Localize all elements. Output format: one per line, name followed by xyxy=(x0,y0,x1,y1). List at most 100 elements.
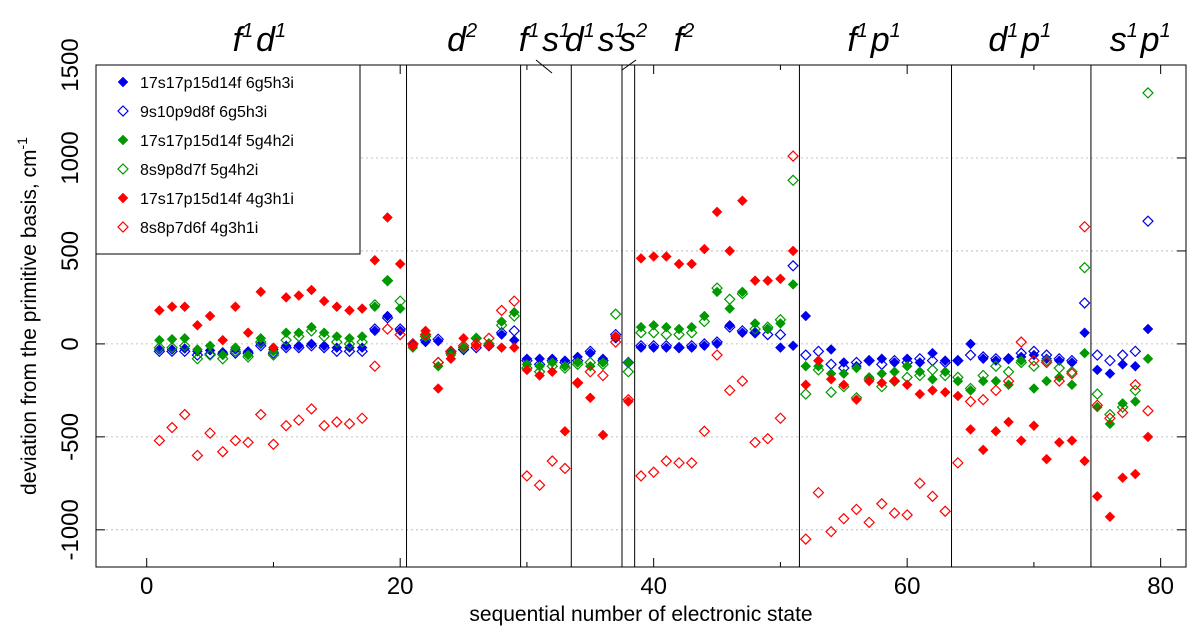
data-point xyxy=(318,330,330,343)
data-point xyxy=(330,345,343,358)
data-point xyxy=(875,497,888,510)
data-point xyxy=(939,505,952,518)
data-point xyxy=(381,323,394,335)
data-point xyxy=(609,308,622,320)
data-point xyxy=(230,342,241,353)
data-point xyxy=(913,369,926,382)
data-point xyxy=(597,429,609,441)
data-point xyxy=(775,273,786,285)
data-point xyxy=(939,386,951,398)
data-point xyxy=(584,365,597,378)
x-tick-label: 0 xyxy=(140,573,153,600)
data-point xyxy=(1117,358,1128,370)
data-point xyxy=(926,364,939,376)
data-point xyxy=(306,338,317,350)
data-point xyxy=(927,373,938,385)
data-point xyxy=(888,354,901,367)
data-point xyxy=(812,364,825,376)
data-point xyxy=(622,396,634,407)
data-point xyxy=(711,336,723,348)
data-point xyxy=(382,212,393,223)
data-point xyxy=(673,328,685,341)
data-point xyxy=(368,298,381,311)
data-point xyxy=(724,303,736,314)
region-label-letter: d xyxy=(988,21,1008,59)
data-point xyxy=(356,412,369,425)
data-point xyxy=(761,321,774,334)
data-point xyxy=(1129,378,1142,391)
data-point xyxy=(280,327,292,339)
data-point xyxy=(863,375,875,387)
data-point xyxy=(660,455,673,467)
data-point xyxy=(787,150,799,162)
data-point xyxy=(1040,356,1053,369)
data-point xyxy=(267,438,280,451)
region-label-spacer xyxy=(901,21,904,59)
data-point xyxy=(990,384,1002,397)
region-label-superscript: 2 xyxy=(682,20,694,42)
data-point xyxy=(901,360,913,372)
data-point xyxy=(483,340,495,352)
data-point xyxy=(394,303,406,314)
y-tick-label: -1000 xyxy=(57,499,84,560)
data-point xyxy=(229,345,242,358)
data-point xyxy=(369,254,381,266)
data-point xyxy=(1066,435,1078,446)
y-axis-title-group: deviation from the primitive basis, cm-1 xyxy=(14,137,41,495)
data-point xyxy=(1104,408,1116,421)
data-point xyxy=(166,421,178,434)
data-point xyxy=(762,275,774,287)
data-point xyxy=(1053,372,1065,383)
data-point xyxy=(685,326,698,339)
region-label-spacer xyxy=(694,21,697,59)
data-point xyxy=(761,432,774,445)
data-point xyxy=(229,347,242,360)
data-point xyxy=(356,336,369,348)
data-point xyxy=(977,353,989,365)
data-point xyxy=(724,319,736,331)
data-point xyxy=(1002,352,1015,365)
data-point xyxy=(660,342,672,353)
data-point xyxy=(914,357,926,368)
data-point xyxy=(216,352,229,365)
data-point xyxy=(736,325,749,337)
data-point xyxy=(1066,367,1078,380)
region-label-spacer xyxy=(286,21,289,59)
data-point xyxy=(293,327,305,339)
data-point xyxy=(306,321,317,333)
data-point xyxy=(673,457,685,469)
data-point xyxy=(1078,220,1091,233)
data-point xyxy=(699,243,710,255)
data-point xyxy=(1041,375,1052,387)
data-point xyxy=(1078,297,1091,309)
data-point xyxy=(965,385,976,396)
data-point xyxy=(1142,215,1154,228)
data-point xyxy=(1079,327,1090,339)
data-point xyxy=(508,310,521,322)
region-label-letter: p xyxy=(870,21,890,59)
data-point xyxy=(1053,437,1065,448)
data-point xyxy=(1091,490,1103,502)
data-point xyxy=(723,293,736,306)
data-point xyxy=(280,334,292,347)
region-label-letter: d xyxy=(565,21,585,59)
data-point xyxy=(1053,362,1066,374)
region-label-letter: d xyxy=(256,21,276,59)
data-point xyxy=(254,408,267,421)
region-label-superscript: 1 xyxy=(890,20,901,42)
data-point xyxy=(470,340,482,352)
data-point xyxy=(204,348,216,360)
data-point xyxy=(965,338,976,350)
data-point xyxy=(521,470,533,482)
data-point xyxy=(394,323,407,335)
region-label-letter: d xyxy=(447,21,467,59)
plot-frame xyxy=(95,64,1187,568)
data-point xyxy=(419,330,432,343)
data-point xyxy=(457,341,470,354)
data-point xyxy=(559,360,571,372)
data-point xyxy=(280,341,292,354)
data-point xyxy=(1091,349,1104,361)
data-point xyxy=(178,408,191,421)
data-point xyxy=(837,512,850,525)
data-point xyxy=(635,470,647,482)
